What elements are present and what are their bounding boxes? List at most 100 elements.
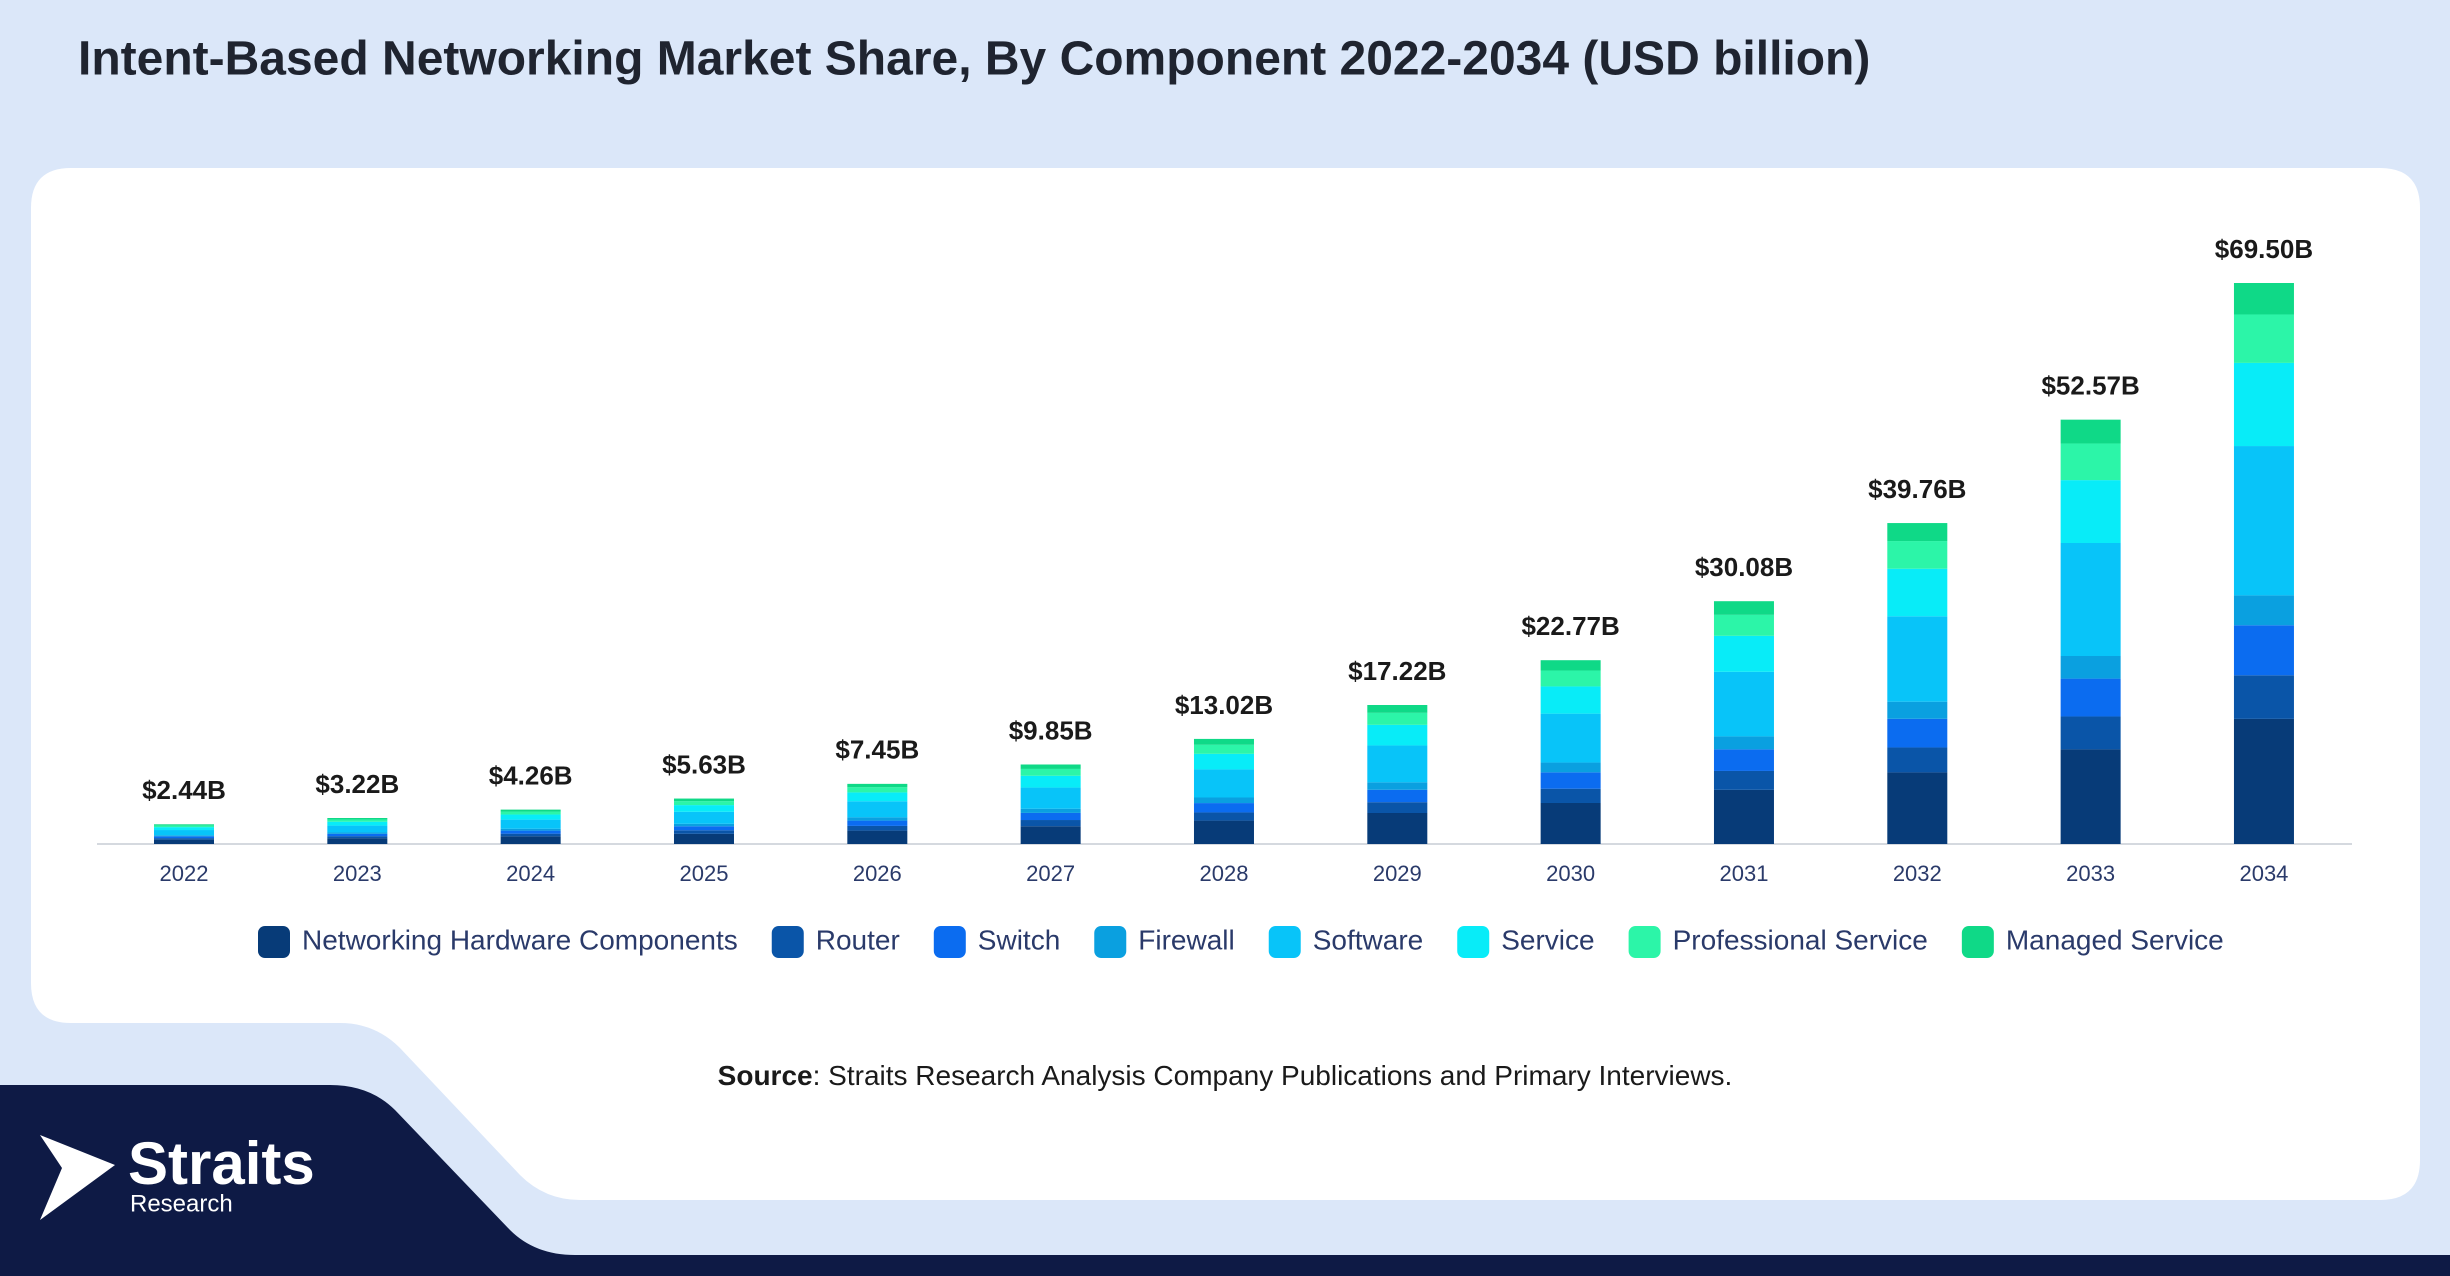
legend-label: Switch — [978, 924, 1060, 955]
bar-segment — [1020, 820, 1081, 827]
bar-segment — [2233, 314, 2294, 363]
total-label: $7.45B — [835, 735, 919, 765]
bar-segment — [1020, 787, 1081, 809]
bar-segment — [154, 839, 214, 844]
legend-label: Managed Service — [2006, 924, 2224, 955]
total-label: $4.26B — [489, 760, 573, 790]
bar-segment — [327, 825, 388, 833]
bar-segment — [1713, 749, 1774, 771]
total-label: $9.85B — [1009, 715, 1093, 745]
bar-segment — [1193, 753, 1254, 770]
bar-segment — [500, 836, 561, 844]
legend-swatch — [258, 926, 290, 958]
bar-segment — [1367, 782, 1428, 790]
legend-label: Software — [1313, 924, 1424, 955]
bar-segment — [1020, 775, 1081, 788]
legend-swatch — [1961, 926, 1994, 958]
x-tick-label: 2030 — [1546, 861, 1595, 886]
bar-segment — [500, 809, 561, 812]
logo-subtitle: Research — [130, 1190, 233, 1217]
bar-segment — [847, 820, 908, 826]
total-label: $13.02B — [1175, 690, 1273, 720]
legend-label: Networking Hardware Components — [302, 924, 738, 955]
bar-segment — [154, 836, 214, 839]
total-label: $22.77B — [1521, 611, 1619, 641]
bar-segment — [1540, 788, 1601, 803]
total-label: $30.08B — [1695, 552, 1793, 582]
bar-segment — [327, 836, 388, 839]
bar-segment — [2233, 446, 2294, 596]
bar-segment — [847, 783, 908, 788]
logo-mark — [40, 1135, 115, 1220]
bar-segment — [2233, 362, 2294, 447]
bar-segment — [2060, 716, 2121, 750]
bar-segment — [1193, 803, 1254, 813]
bar-segment — [1367, 813, 1428, 844]
bar-segment — [1367, 712, 1428, 725]
bar-segment — [154, 825, 214, 828]
bar-segment — [1540, 670, 1601, 687]
bar-segment — [1713, 736, 1774, 750]
bar-segment — [327, 833, 388, 837]
bar-segment — [1367, 745, 1428, 783]
bar-segment — [1713, 770, 1774, 790]
bar-segment — [154, 835, 214, 837]
bar-segment — [327, 832, 388, 834]
x-tick-label: 2031 — [1719, 861, 1768, 886]
x-tick-label: 2024 — [506, 861, 555, 886]
source-text: : Straits Research Analysis Company Publ… — [813, 1060, 1733, 1091]
bar-segment — [1887, 568, 1948, 617]
x-tick-label: 2029 — [1373, 861, 1422, 886]
bar-segment — [1540, 772, 1601, 789]
total-label: $2.44B — [142, 775, 226, 805]
total-label: $52.57B — [2041, 371, 2139, 401]
bar-segment — [1193, 738, 1254, 745]
total-label: $3.22B — [315, 769, 399, 799]
bar-segment — [2060, 656, 2121, 679]
source-note: Source: Straits Research Analysis Compan… — [718, 1060, 1733, 1091]
bar-segment — [1713, 614, 1774, 636]
bar-segment — [1887, 747, 1948, 773]
bar-segment — [500, 811, 561, 815]
bar-segment — [847, 817, 908, 821]
bar-segment — [1887, 523, 1948, 542]
bar-segment — [1193, 769, 1254, 798]
bar-segment — [2060, 678, 2121, 717]
legend-swatch — [1094, 926, 1127, 958]
bar-segment — [1540, 660, 1601, 671]
x-tick-label: 2027 — [1026, 861, 1075, 886]
bar-segment — [327, 821, 388, 826]
total-label: $17.22B — [1348, 656, 1446, 686]
bar-segment — [1713, 789, 1774, 844]
bar-segment — [1020, 808, 1081, 813]
bar-segment — [673, 798, 734, 802]
legend-label: Router — [816, 924, 900, 955]
bar-segment — [2233, 283, 2294, 315]
bar-segment — [2060, 419, 2121, 444]
source-label: Source — [718, 1060, 813, 1091]
bar-segment — [2060, 480, 2121, 543]
bar-segment — [2060, 443, 2121, 481]
bar-segment — [1713, 671, 1774, 737]
total-label: $5.63B — [662, 749, 746, 779]
card — [31, 168, 2420, 1200]
legend-swatch — [1628, 926, 1661, 958]
bar-segment — [1020, 812, 1081, 821]
legend-label: Service — [1501, 924, 1594, 955]
bar-segment — [1887, 701, 1948, 719]
bar-segment — [1713, 635, 1774, 672]
x-tick-label: 2026 — [853, 861, 902, 886]
bar-segment — [2233, 625, 2294, 676]
x-tick-label: 2028 — [1200, 861, 1249, 886]
legend-swatch — [933, 926, 966, 958]
bar-segment — [1367, 705, 1428, 713]
bar-segment — [327, 819, 388, 822]
bar-segment — [1193, 820, 1254, 844]
chart-title: Intent-Based Networking Market Share, By… — [78, 33, 1870, 86]
x-tick-label: 2033 — [2066, 861, 2115, 886]
bar-segment — [500, 828, 561, 831]
x-tick-label: 2022 — [160, 861, 209, 886]
bar-segment — [1020, 768, 1081, 776]
bar-segment — [673, 833, 734, 844]
